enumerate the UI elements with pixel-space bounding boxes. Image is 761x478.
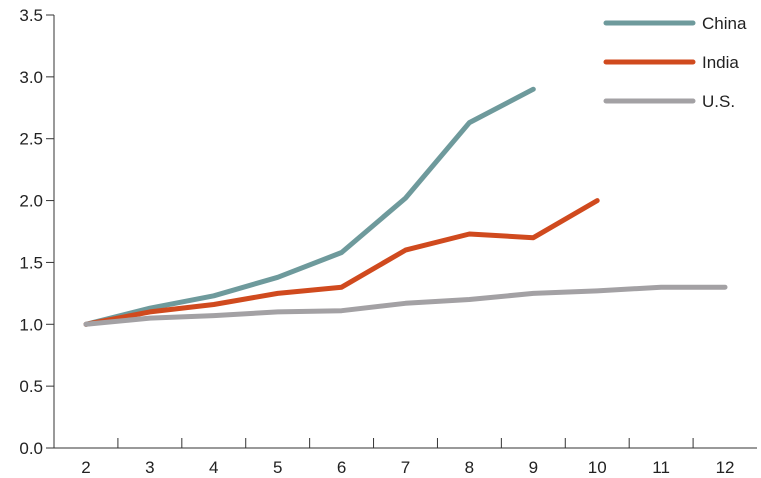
x-tick-label: 8	[465, 458, 474, 477]
x-tick-label: 4	[209, 458, 218, 477]
y-tick-label: 2.0	[19, 192, 43, 211]
y-tick-label: 1.5	[19, 253, 43, 272]
x-tick-label: 12	[716, 458, 735, 477]
y-tick-label: 0.5	[19, 377, 43, 396]
x-tick-label: 7	[401, 458, 410, 477]
legend-label-india: India	[702, 53, 739, 72]
y-tick-label: 0.0	[19, 439, 43, 458]
y-tick-label: 1.0	[19, 315, 43, 334]
x-tick-label: 6	[337, 458, 346, 477]
series-line-india	[83, 198, 600, 327]
x-tick-label: 11	[652, 458, 670, 477]
x-tick-label: 10	[588, 458, 607, 477]
y-tick-label: 2.5	[19, 130, 43, 149]
series-line-china	[83, 86, 536, 327]
series-line-u-s	[83, 284, 728, 327]
series-layer	[83, 86, 728, 327]
x-ticks: 2 3 4 5 6 7 8 9 10 11 12	[81, 438, 735, 477]
legend: China India U.S.	[603, 14, 747, 111]
x-tick-label: 5	[273, 458, 282, 477]
axes	[53, 15, 757, 449]
x-tick-label: 9	[529, 458, 538, 477]
legend-label-china: China	[702, 14, 747, 33]
y-tick-label: 3.0	[19, 68, 43, 87]
x-tick-label: 2	[81, 458, 90, 477]
y-ticks: 0.0 0.5 1.0 1.5 2.0 2.5 3.0 3.5	[19, 6, 54, 458]
y-tick-label: 3.5	[19, 6, 43, 25]
legend-label-u-s: U.S.	[702, 92, 735, 111]
x-tick-label: 3	[145, 458, 154, 477]
